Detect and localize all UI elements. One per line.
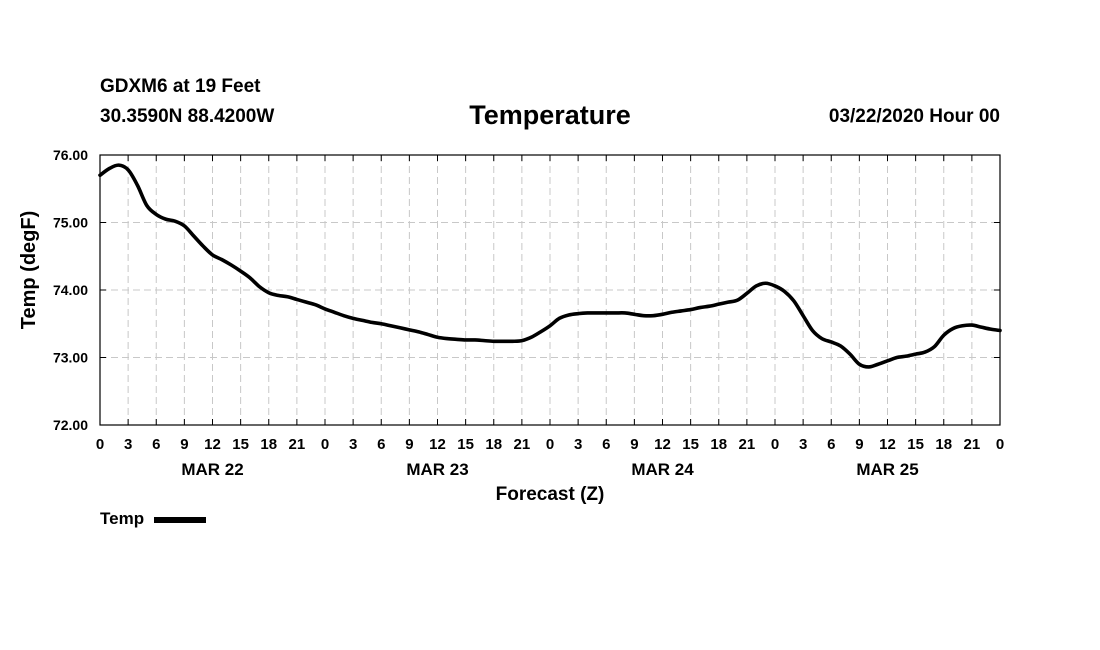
x-tick-label: 15 xyxy=(907,436,924,453)
x-tick-label: 12 xyxy=(879,436,896,453)
forecast-datetime: 03/22/2020 Hour 00 xyxy=(828,106,1000,127)
day-label: MAR 24 xyxy=(631,460,694,479)
y-tick-labels: 72.00 73.00 74.00 75.00 76.00 xyxy=(53,147,88,433)
x-tick-label: 0 xyxy=(96,436,104,453)
x-tick-label: 9 xyxy=(180,436,188,453)
x-tick-label: 15 xyxy=(457,436,474,453)
y-tick-label: 74.00 xyxy=(53,282,88,298)
x-tick-label: 6 xyxy=(602,436,610,453)
x-axis-title: Forecast (Z) xyxy=(496,484,605,505)
x-tick-label: 21 xyxy=(739,436,756,453)
coordinates-label: 30.3590N 88.4200W xyxy=(100,106,275,127)
day-label: MAR 22 xyxy=(181,460,243,479)
legend-label: Temp xyxy=(100,509,145,528)
legend: Temp xyxy=(100,509,207,529)
x-tick-label: 6 xyxy=(152,436,160,453)
x-tick-label: 3 xyxy=(574,436,582,453)
station-label: GDXM6 at 19 Feet xyxy=(100,76,261,97)
x-tick-label: 9 xyxy=(855,436,863,453)
x-tick-label: 0 xyxy=(321,436,329,453)
axis-ticks xyxy=(99,154,1001,426)
x-tick-label: 6 xyxy=(827,436,835,453)
x-tick-labels: 0 3 6 9 12 15 18 21 0 3 6 9 12 15 18 21 0 3 6 9 12 15 18 21 0 3 6 9… xyxy=(96,436,1004,453)
x-tick-label: 0 xyxy=(996,436,1004,453)
legend-line-swatch xyxy=(154,517,207,523)
x-tick-label: 3 xyxy=(349,436,357,453)
x-tick-label: 12 xyxy=(429,436,446,453)
x-tick-label: 6 xyxy=(377,436,385,453)
day-label: MAR 23 xyxy=(406,460,468,479)
x-tick-label: 12 xyxy=(654,436,671,453)
day-labels: MAR 22 MAR 23 MAR 24 MAR 25 xyxy=(181,460,918,479)
x-tick-label: 3 xyxy=(124,436,132,453)
y-tick-label: 72.00 xyxy=(53,417,88,433)
y-axis-title: Temp (degF) xyxy=(18,211,40,330)
x-tick-label: 21 xyxy=(514,436,531,453)
x-tick-label: 21 xyxy=(289,436,306,453)
x-tick-label: 15 xyxy=(232,436,249,453)
x-tick-label: 18 xyxy=(260,436,277,453)
x-tick-label: 18 xyxy=(485,436,502,453)
x-tick-label: 18 xyxy=(710,436,727,453)
temp-series-line xyxy=(98,163,1002,369)
grid xyxy=(100,155,1000,425)
x-tick-label: 21 xyxy=(964,436,981,453)
x-tick-label: 9 xyxy=(405,436,413,453)
y-tick-label: 76.00 xyxy=(53,147,88,163)
x-tick-label: 0 xyxy=(546,436,554,453)
chart-title: Temperature xyxy=(469,100,631,130)
day-label: MAR 25 xyxy=(856,460,918,479)
x-tick-label: 3 xyxy=(799,436,807,453)
x-tick-label: 15 xyxy=(682,436,699,453)
y-tick-label: 75.00 xyxy=(53,215,88,231)
x-tick-label: 0 xyxy=(771,436,779,453)
x-tick-label: 9 xyxy=(630,436,638,453)
y-tick-label: 73.00 xyxy=(53,350,88,366)
x-tick-label: 12 xyxy=(204,436,221,453)
x-tick-label: 18 xyxy=(935,436,952,453)
